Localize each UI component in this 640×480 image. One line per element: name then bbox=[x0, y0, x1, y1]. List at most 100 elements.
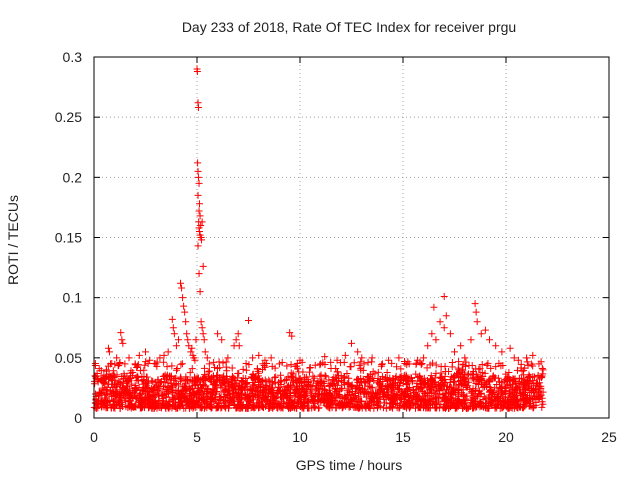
background-data-point bbox=[292, 383, 300, 391]
background-data-point bbox=[266, 400, 274, 408]
background-data-point bbox=[397, 376, 405, 384]
background-data-point bbox=[274, 404, 282, 412]
background-data-point bbox=[478, 360, 486, 368]
data-point bbox=[164, 348, 172, 356]
background-data-point bbox=[128, 380, 136, 388]
background-data-point bbox=[516, 403, 524, 411]
data-point bbox=[506, 344, 514, 352]
background-data-point bbox=[316, 390, 324, 398]
background-data-point bbox=[285, 401, 293, 409]
data-point bbox=[203, 354, 211, 362]
background-data-point bbox=[409, 386, 417, 394]
data-point bbox=[523, 354, 531, 362]
background-data-point bbox=[204, 368, 212, 376]
background-data-point bbox=[255, 381, 263, 389]
background-data-point bbox=[310, 374, 318, 382]
background-data-point bbox=[199, 381, 207, 389]
background-data-point bbox=[524, 361, 532, 369]
background-data-point bbox=[210, 398, 218, 406]
background-data-point bbox=[113, 401, 121, 409]
background-data-point bbox=[210, 358, 218, 366]
background-data-point bbox=[462, 404, 470, 412]
background-data-point bbox=[389, 398, 397, 406]
data-point bbox=[451, 348, 458, 356]
background-data-point bbox=[380, 399, 388, 407]
background-data-point bbox=[354, 403, 362, 411]
background-data-point bbox=[393, 363, 401, 371]
background-data-point bbox=[456, 376, 464, 384]
background-data-point bbox=[303, 385, 311, 393]
background-data-point bbox=[125, 398, 133, 406]
data-points bbox=[90, 65, 547, 412]
background-data-point bbox=[230, 389, 238, 397]
background-data-point bbox=[203, 399, 211, 407]
background-data-point bbox=[282, 392, 290, 400]
background-data-point bbox=[118, 398, 126, 406]
data-point bbox=[135, 351, 143, 359]
background-data-point bbox=[441, 362, 449, 370]
background-data-point bbox=[197, 376, 205, 384]
background-data-point bbox=[373, 390, 381, 398]
data-point bbox=[117, 329, 125, 337]
background-data-point bbox=[189, 389, 197, 397]
data-point bbox=[197, 221, 205, 229]
background-data-point bbox=[119, 403, 127, 411]
background-data-point bbox=[171, 375, 179, 383]
data-point bbox=[184, 336, 192, 344]
data-point bbox=[125, 354, 133, 362]
background-data-point bbox=[366, 375, 374, 383]
background-data-point bbox=[422, 404, 430, 412]
data-point bbox=[195, 207, 203, 215]
background-data-point bbox=[217, 392, 225, 400]
background-data-point bbox=[520, 371, 528, 379]
background-data-point bbox=[119, 375, 127, 383]
y-tick-label: 0.15 bbox=[55, 230, 82, 246]
background-data-point bbox=[538, 394, 546, 402]
background-data-point bbox=[188, 365, 196, 373]
data-point bbox=[195, 200, 203, 208]
data-point bbox=[194, 173, 202, 181]
data-point bbox=[121, 360, 129, 368]
background-data-point bbox=[519, 381, 527, 389]
background-data-point bbox=[224, 404, 232, 412]
background-data-point bbox=[116, 393, 124, 401]
data-point bbox=[187, 348, 195, 356]
background-data-point bbox=[487, 364, 495, 372]
background-data-point bbox=[176, 394, 184, 402]
data-point bbox=[172, 342, 180, 350]
data-point bbox=[467, 336, 475, 344]
background-data-point bbox=[274, 389, 282, 397]
background-data-point bbox=[173, 365, 181, 373]
background-data-point bbox=[533, 379, 541, 387]
background-data-point bbox=[222, 363, 230, 371]
x-tick-label: 5 bbox=[193, 429, 201, 445]
background-data-point bbox=[262, 395, 270, 403]
background-data-point bbox=[424, 389, 432, 397]
background-data-point bbox=[176, 403, 184, 411]
background-data-point bbox=[98, 397, 106, 405]
background-data-point bbox=[405, 396, 413, 404]
background-data-point bbox=[503, 380, 511, 388]
data-point bbox=[183, 330, 191, 338]
background-data-point bbox=[237, 385, 245, 393]
background-data-point bbox=[248, 390, 256, 398]
background-data-point bbox=[417, 385, 425, 393]
background-data-point bbox=[162, 404, 170, 412]
background-data-point bbox=[539, 400, 547, 408]
background-data-point bbox=[336, 386, 344, 394]
background-data-point bbox=[119, 392, 127, 400]
background-data-point bbox=[151, 402, 159, 410]
background-data-point bbox=[229, 383, 237, 391]
background-data-point bbox=[131, 392, 139, 400]
background-data-point bbox=[239, 365, 247, 373]
background-data-point bbox=[361, 378, 369, 386]
background-data-point bbox=[337, 399, 345, 407]
background-data-point bbox=[385, 393, 393, 401]
background-data-point bbox=[351, 393, 359, 401]
background-data-point bbox=[375, 380, 383, 388]
data-point bbox=[194, 159, 202, 167]
data-point bbox=[195, 227, 203, 235]
background-data-point bbox=[344, 391, 352, 399]
background-data-point bbox=[161, 378, 169, 386]
background-data-point bbox=[98, 377, 106, 385]
